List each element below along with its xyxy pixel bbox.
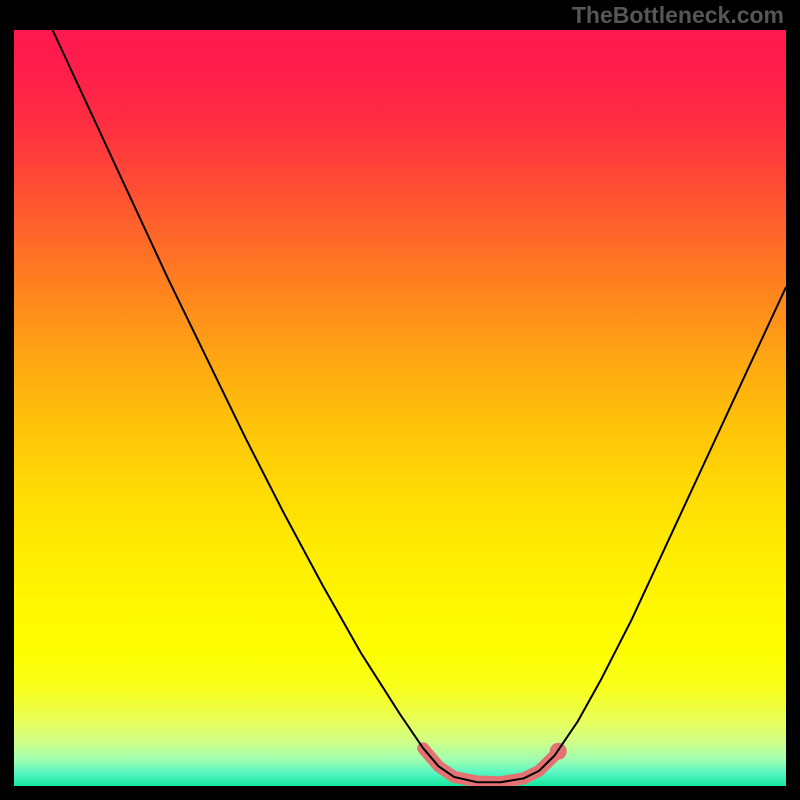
- watermark-label: TheBottleneck.com: [572, 2, 784, 29]
- chart-svg: [14, 30, 786, 786]
- chart-frame: TheBottleneck.com: [0, 0, 800, 800]
- plot-area: [14, 30, 786, 786]
- gradient-background: [14, 30, 786, 786]
